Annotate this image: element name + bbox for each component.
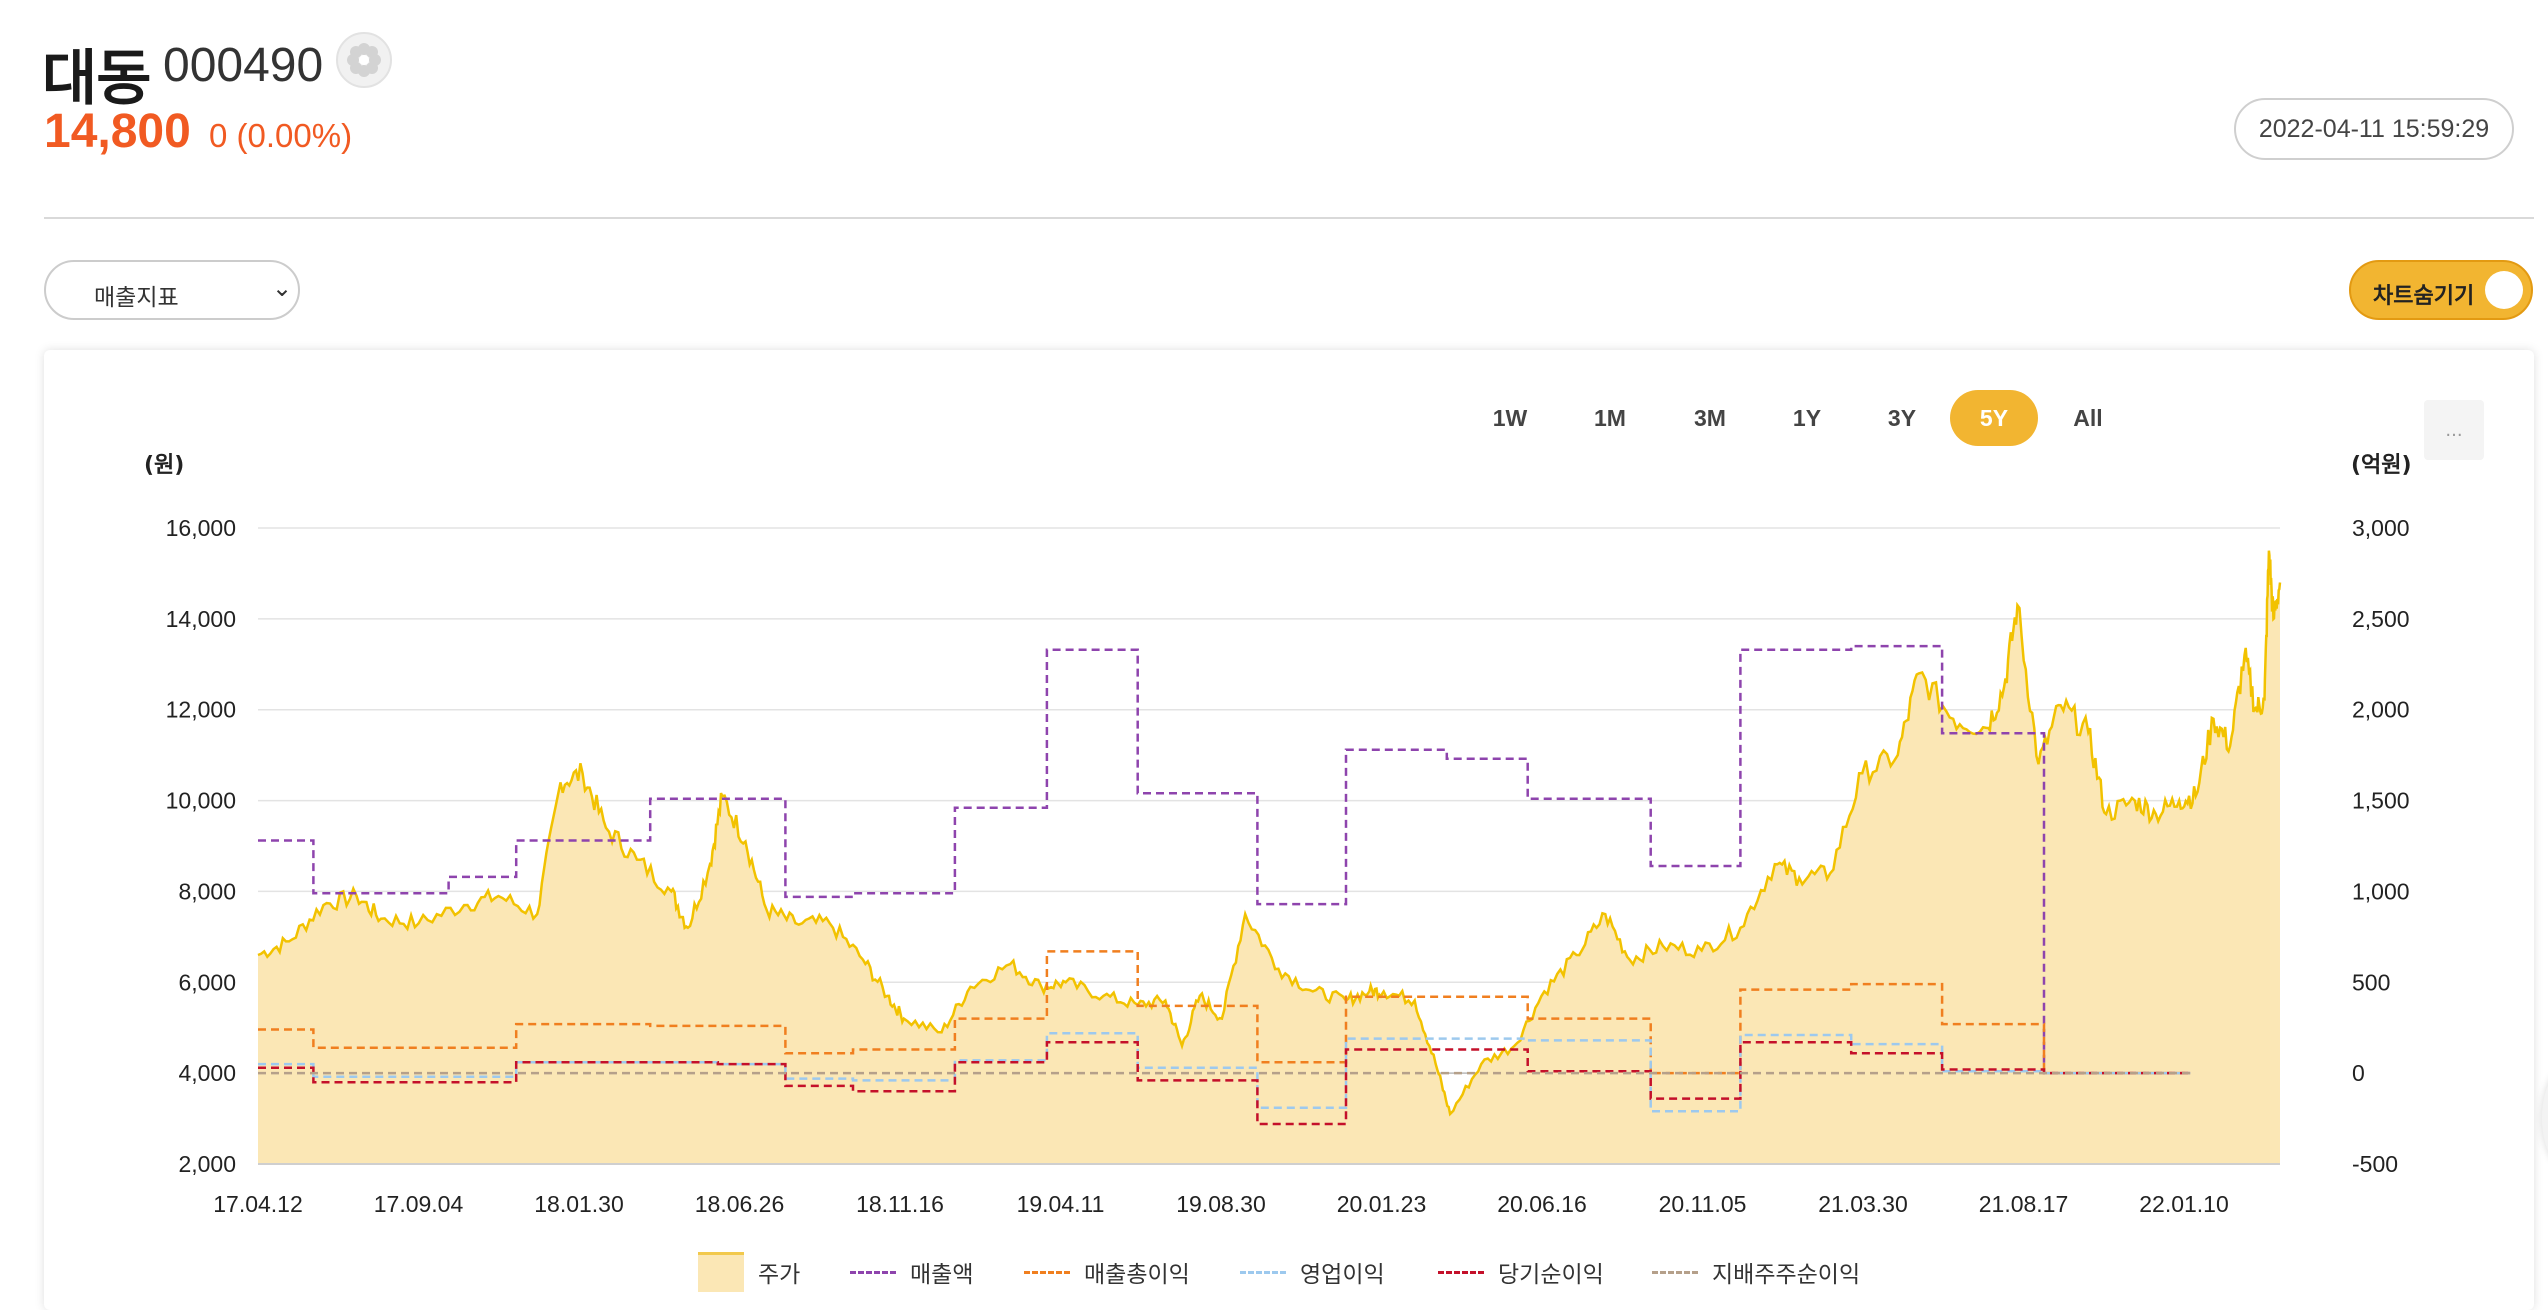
legend-label-gross-profit: 매출총이익 bbox=[1084, 1262, 1190, 1288]
y-right-tick-label: -500 bbox=[2352, 1151, 2398, 1177]
x-tick-label: 17.04.12 bbox=[213, 1191, 303, 1217]
legend-item-gross-profit[interactable]: 매출총이익 bbox=[1024, 1252, 1190, 1292]
legend-swatch-operating-income bbox=[1240, 1270, 1286, 1274]
y-right-tick-label: 3,000 bbox=[2352, 515, 2410, 541]
step-line-gross-profit bbox=[258, 950, 2191, 1075]
current-price: 14,800 bbox=[44, 105, 191, 158]
x-tick-label: 20.01.23 bbox=[1337, 1191, 1427, 1217]
more-options-label: ... bbox=[2445, 419, 2463, 441]
hide-chart-toggle[interactable]: 차트숨기기 bbox=[2349, 260, 2533, 320]
range-button-1m[interactable]: 1M bbox=[1594, 404, 1626, 431]
y-left-tick-label: 12,000 bbox=[166, 697, 236, 723]
y-right-tick-label: 1,500 bbox=[2352, 788, 2410, 814]
range-button-3y[interactable]: 3Y bbox=[1887, 404, 1917, 431]
range-button-5y[interactable]: 5Y bbox=[1950, 390, 2038, 446]
step-line-revenue bbox=[258, 644, 2191, 1075]
legend-label-price: 주가 bbox=[758, 1262, 801, 1288]
legend-label-net-income: 당기순이익 bbox=[1498, 1262, 1604, 1288]
x-tick-label: 19.04.11 bbox=[1017, 1191, 1105, 1217]
x-tick-label: 21.08.17 bbox=[1979, 1191, 2069, 1217]
price-change: 0 (0.00%) bbox=[209, 117, 353, 154]
favorite-icon[interactable] bbox=[336, 32, 392, 88]
metric-select[interactable]: 매출지표 ⌄ bbox=[44, 260, 300, 320]
right-axis-unit: (억원) bbox=[2351, 453, 2412, 478]
range-button-1w[interactable]: 1W bbox=[1492, 404, 1528, 431]
x-tick-label: 18.06.26 bbox=[695, 1191, 785, 1217]
legend-item-controlling-net-income[interactable]: 지배주주순이익 bbox=[1652, 1252, 1860, 1292]
legend-label-controlling-net-income: 지배주주순이익 bbox=[1712, 1262, 1861, 1288]
x-tick-label: 17.09.04 bbox=[374, 1191, 464, 1217]
legend-label-revenue: 매출액 bbox=[910, 1262, 974, 1288]
x-tick-label: 18.01.30 bbox=[534, 1191, 624, 1217]
legend-item-price[interactable]: 주가 bbox=[698, 1252, 800, 1292]
legend-item-revenue[interactable]: 매출액 bbox=[850, 1252, 973, 1292]
y-right-tick-label: 2,500 bbox=[2352, 606, 2410, 632]
x-tick-label: 20.06.16 bbox=[1497, 1191, 1587, 1217]
y-left-tick-label: 4,000 bbox=[178, 1060, 236, 1086]
step-series-layer bbox=[258, 644, 2191, 1126]
range-button-3m[interactable]: 3M bbox=[1694, 404, 1726, 431]
x-tick-label: 22.01.10 bbox=[2139, 1191, 2229, 1217]
y-left-tick-label: 14,000 bbox=[166, 606, 236, 632]
y-right-tick-label: 1,000 bbox=[2352, 878, 2410, 904]
y-right-tick-label: 500 bbox=[2352, 969, 2390, 995]
timestamp-text: 2022-04-11 15:59:29 bbox=[2258, 114, 2490, 143]
metric-select-label: 매출지표 bbox=[94, 285, 179, 311]
y-left-tick-label: 6,000 bbox=[178, 969, 236, 995]
more-options-button[interactable]: ... bbox=[2424, 400, 2484, 460]
price-line bbox=[257, 550, 2282, 1117]
legend-swatch-gross-profit bbox=[1024, 1270, 1070, 1274]
legend-item-net-income[interactable]: 당기순이익 bbox=[1438, 1252, 1604, 1292]
y-right-tick-label: 2,000 bbox=[2352, 697, 2410, 723]
legend-swatch-price bbox=[698, 1252, 744, 1292]
chevron-down-icon: ⌄ bbox=[272, 274, 293, 302]
stock-name: 대동 bbox=[42, 44, 151, 114]
hide-chart-toggle-label: 차트숨기기 bbox=[2373, 284, 2475, 309]
y-left-tick-label: 10,000 bbox=[166, 788, 236, 814]
price-area bbox=[258, 550, 2280, 1164]
left-axis-unit: (원) bbox=[144, 453, 184, 478]
legend-swatch-revenue bbox=[850, 1270, 896, 1274]
y-left-tick-label: 8,000 bbox=[178, 878, 236, 904]
x-tick-label: 18.11.16 bbox=[856, 1191, 944, 1217]
tick-layer: 2,000 4,000 6,000 8,000 10,000 12,000 14,000 16… bbox=[166, 515, 2410, 1217]
timestamp-badge: 2022-04-11 15:59:29 bbox=[2234, 98, 2514, 160]
step-line-net-income bbox=[258, 1041, 2191, 1126]
toggle-knob bbox=[2485, 271, 2523, 309]
x-tick-label: 20.11.05 bbox=[1659, 1191, 1747, 1217]
y-left-tick-label: 2,000 bbox=[178, 1151, 236, 1177]
x-tick-label: 19.08.30 bbox=[1176, 1191, 1266, 1217]
legend-item-operating-income[interactable]: 영업이익 bbox=[1240, 1252, 1385, 1292]
legend-label-operating-income: 영업이익 bbox=[1300, 1262, 1385, 1288]
range-button-all[interactable]: All bbox=[2073, 404, 2103, 431]
legend-swatch-net-income bbox=[1438, 1270, 1484, 1274]
header-divider bbox=[44, 217, 2534, 219]
y-right-tick-label: 0 bbox=[2352, 1060, 2365, 1086]
legend-swatch-controlling-net-income bbox=[1652, 1270, 1698, 1274]
x-tick-label: 21.03.30 bbox=[1818, 1191, 1908, 1217]
side-scroll-button[interactable] bbox=[2542, 1070, 2548, 1166]
stock-code: 000490 bbox=[163, 39, 324, 92]
y-left-tick-label: 16,000 bbox=[166, 515, 236, 541]
range-button-1y[interactable]: 1Y bbox=[1792, 404, 1822, 431]
